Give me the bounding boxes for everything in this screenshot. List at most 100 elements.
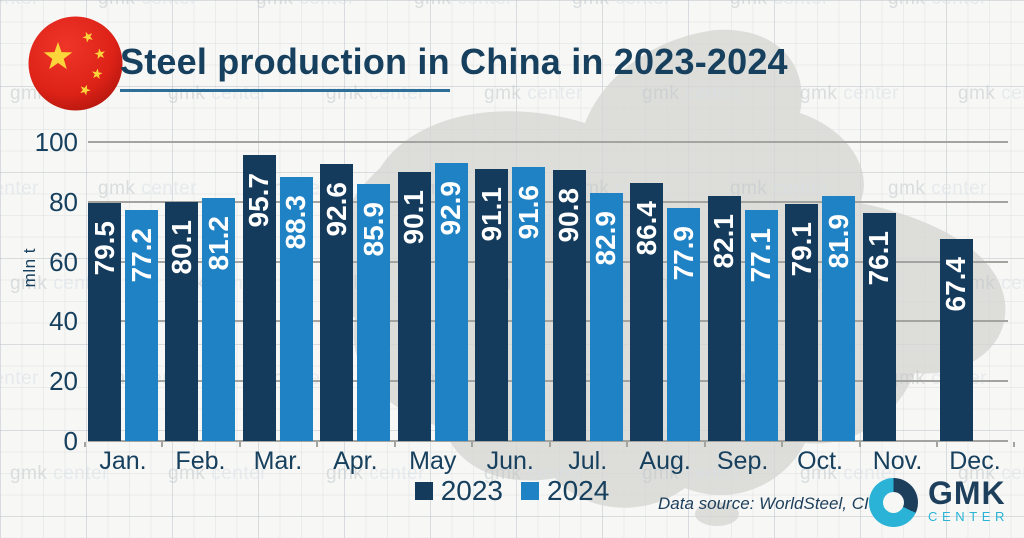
bar-2023-dec: 67.4 — [939, 239, 973, 441]
watermark-text: gmk center — [642, 83, 741, 104]
x-axis-tick — [161, 442, 164, 447]
watermark-text: gmk center — [326, 83, 425, 104]
x-axis-tick — [84, 442, 86, 447]
gridline-0 — [88, 440, 1008, 442]
data-source-note: Data source: WorldSteel, CISA. — [658, 494, 897, 513]
x-axis-label-apr: Apr. — [333, 447, 378, 475]
x-axis-label-nov: Nov. — [872, 447, 923, 475]
bar-value-label: 85.9 — [357, 202, 389, 257]
bar-value-label: 79.1 — [785, 222, 817, 277]
bar-2023-jul: 90.8 — [552, 169, 586, 441]
bar-2023-jun: 91.1 — [475, 168, 509, 441]
bar-value-label: 92.9 — [435, 181, 467, 236]
bar-2024-aug: 77.9 — [667, 208, 701, 441]
bar-value-label: 82.1 — [708, 213, 740, 269]
bar-2024-feb: 81.2 — [202, 198, 236, 441]
watermark-text: gmk center — [642, 463, 741, 484]
bar-2023-nov: 76.1 — [862, 213, 896, 441]
x-axis-label-mar: Mar. — [253, 447, 303, 475]
watermark-text: gmk center — [484, 463, 583, 484]
x-axis-label-feb: Feb. — [175, 447, 226, 475]
gmk-donut-icon — [869, 478, 918, 527]
legend-item-2024: 2024 — [521, 475, 610, 506]
china-flag-icon — [27, 15, 124, 117]
bar-2023-feb: 80.1 — [165, 201, 199, 441]
watermark-text: gmk center — [800, 83, 899, 104]
x-axis-tick — [703, 442, 706, 447]
gmk-center-logo: GMK CENTER — [869, 477, 1009, 527]
title-rest-part: China in 2023-2024 — [449, 41, 788, 82]
bar-2023-apr: 92.6 — [320, 164, 354, 441]
watermark-text: gmk center — [730, 0, 829, 10]
bar-value-label: 90.1 — [398, 189, 430, 245]
watermark-text: gmk center — [414, 0, 513, 10]
bar-2023-aug: 86.4 — [630, 182, 664, 441]
x-axis-label-may: May — [409, 447, 457, 475]
watermark-text: gmk center — [98, 0, 197, 10]
y-axis-tick-label: 0 — [63, 426, 78, 456]
bar-2023-oct: 79.1 — [785, 204, 819, 441]
x-axis-label-dec: Dec. — [949, 447, 1001, 475]
x-axis-tick — [935, 442, 938, 447]
bar-2024-jun: 91.6 — [512, 167, 546, 441]
bar-value-label: 67.4 — [940, 257, 972, 312]
bar-value-label: 90.8 — [553, 187, 585, 243]
x-axis-tick — [626, 442, 629, 447]
legend-swatch-2024 — [521, 482, 539, 500]
x-axis-tick — [238, 442, 241, 447]
bar-value-label: 77.1 — [745, 228, 777, 283]
bar-2024-apr: 85.9 — [357, 184, 391, 441]
bar-value-label: 80.1 — [165, 219, 197, 275]
x-axis-tick — [316, 442, 319, 447]
bar-value-label: 91.6 — [512, 185, 544, 240]
watermark-text: gmk center — [168, 463, 267, 484]
watermark-text: gmk center — [572, 0, 671, 10]
bar-value-label: 91.1 — [475, 186, 507, 242]
y-axis-tick-label: 60 — [49, 246, 78, 277]
watermark-text: gmk center — [0, 0, 39, 10]
bar-2024-jan: 77.2 — [125, 210, 158, 441]
x-axis-tick — [781, 442, 784, 447]
watermark-text: gmk center — [98, 178, 197, 199]
gridline-80 — [88, 200, 1008, 203]
watermark-text: gmk center — [484, 83, 583, 104]
bar-value-label: 77.9 — [667, 226, 699, 281]
legend-label-2024: 2024 — [547, 475, 610, 506]
page-title: Steel production in China in 2023-2024 — [120, 40, 788, 92]
watermark-text: gmk center — [10, 463, 109, 484]
bar-value-label: 92.6 — [320, 182, 352, 237]
x-axis-label-jul: Jul. — [568, 447, 608, 475]
bar-2024-oct: 81.9 — [822, 196, 856, 441]
legend-swatch-2023 — [414, 482, 433, 500]
y-axis-tick-label: 40 — [49, 306, 78, 337]
x-axis-tick — [393, 442, 396, 447]
gmk-logo-text: GMK CENTER — [928, 477, 1009, 524]
title-underlined-part: Steel production in — [120, 41, 450, 92]
x-axis-tick — [1013, 442, 1016, 447]
bar-2024-sep: 77.1 — [744, 210, 778, 441]
gridline-20 — [88, 380, 1008, 383]
watermark-text: gmk center — [0, 368, 39, 389]
x-axis-label-oct: Oct. — [797, 447, 843, 475]
x-axis-label-aug: Aug. — [639, 447, 691, 475]
bar-2023-mar: 95.7 — [242, 154, 276, 441]
x-axis-tick — [858, 442, 861, 447]
watermark-text: gmk center — [256, 0, 355, 10]
bar-2024-jul: 82.9 — [589, 193, 623, 441]
bar-value-label: 95.7 — [243, 172, 275, 228]
x-axis-tick — [548, 442, 551, 447]
x-axis-label-jun: Jun. — [486, 447, 534, 475]
bar-2023-may: 90.1 — [397, 171, 431, 441]
gridline-60 — [88, 260, 1008, 263]
y-axis-tick-label: 100 — [34, 127, 78, 157]
bar-value-label: 79.5 — [88, 221, 120, 276]
watermark-text: gmk center — [168, 83, 267, 104]
bar-2024-mar: 88.3 — [279, 176, 313, 441]
legend-item-2023: 2023 — [414, 477, 503, 505]
x-axis-tick — [471, 442, 474, 447]
watermark-text: gmk center — [958, 463, 1024, 484]
bar-value-label: 81.2 — [202, 216, 234, 271]
y-axis-tick-label: 80 — [49, 186, 78, 217]
chart-legend: 2023 2024 — [0, 475, 1024, 506]
